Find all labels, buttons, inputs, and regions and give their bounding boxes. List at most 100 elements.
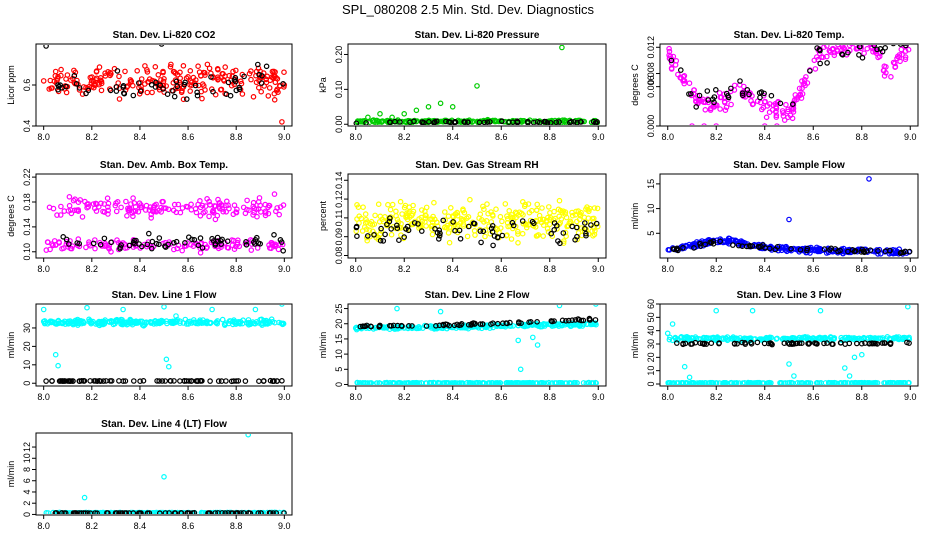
data-point: [821, 340, 827, 347]
data-point: [497, 213, 504, 220]
data-point: [359, 380, 366, 385]
data-point: [120, 84, 127, 91]
data-point: [156, 378, 163, 384]
data-point: [766, 380, 772, 385]
data-point: [902, 45, 908, 50]
y-axis-label: ml/min: [318, 332, 328, 359]
data-point: [270, 75, 277, 81]
data-point: [262, 210, 269, 216]
data-point: [215, 378, 222, 384]
data-point: [248, 76, 254, 83]
y-tick-label: 0: [22, 512, 32, 517]
data-point: [181, 377, 188, 384]
data-point: [238, 78, 244, 85]
data-point: [554, 226, 560, 232]
data-point: [190, 74, 197, 81]
data-point: [206, 213, 212, 220]
data-point: [474, 83, 480, 89]
data-point: [518, 320, 524, 327]
data-point: [279, 119, 285, 125]
data-point: [464, 119, 471, 125]
data-point: [780, 110, 786, 116]
panel-10: Stan. Dev. Line 4 (LT) Flow 8.0 8.2 8.4 8.6 8…: [6, 419, 293, 531]
x-tick-label: 8.8: [543, 392, 556, 402]
data-point: [805, 341, 812, 347]
data-point: [593, 305, 599, 307]
data-point: [744, 87, 751, 93]
data-point: [803, 380, 810, 385]
data-point: [506, 208, 513, 214]
data-point: [906, 334, 912, 341]
data-point: [851, 354, 858, 361]
data-point: [592, 317, 599, 323]
x-tick-label: 8.4: [446, 264, 459, 274]
data-point: [499, 218, 505, 225]
data-point: [137, 88, 144, 94]
data-point: [222, 510, 228, 514]
data-point: [47, 77, 54, 84]
data-point: [722, 335, 729, 342]
data-point: [416, 380, 423, 385]
data-point: [90, 240, 97, 247]
data-point: [92, 237, 98, 243]
data-point: [841, 365, 848, 371]
data-point: [887, 341, 894, 348]
data-point: [813, 54, 820, 60]
data-point: [900, 249, 907, 256]
data-point: [429, 216, 435, 223]
data-point: [194, 92, 201, 99]
data-point: [845, 49, 851, 56]
data-point: [55, 362, 61, 369]
y-tick-label: 8: [22, 467, 32, 472]
data-point: [213, 320, 220, 326]
data-point: [269, 68, 276, 75]
data-point: [239, 91, 246, 97]
data-point: [40, 318, 47, 325]
data-point: [494, 234, 501, 240]
data-point: [887, 247, 893, 254]
data-point: [774, 123, 780, 125]
y-tick-label: 0.012: [646, 36, 656, 59]
data-point: [480, 219, 487, 225]
data-point: [388, 323, 395, 329]
data-point: [368, 380, 375, 385]
figure-title: SPL_080208 2.5 Min. Std. Dev. Diagnostic…: [342, 2, 594, 17]
data-point: [465, 321, 472, 328]
data-point: [465, 214, 472, 220]
data-point: [79, 214, 86, 220]
data-point: [816, 380, 823, 385]
data-point: [783, 101, 789, 108]
data-point: [149, 238, 156, 245]
data-point: [702, 107, 709, 113]
x-tick-label: 8.0: [349, 132, 362, 142]
data-point: [785, 114, 791, 121]
data-point: [735, 242, 742, 249]
data-point: [112, 318, 119, 325]
data-point: [171, 246, 177, 253]
data-point: [394, 225, 401, 232]
x-tick-label: 8.6: [495, 264, 508, 274]
data-point: [852, 36, 856, 40]
data-point: [547, 210, 553, 216]
data-point: [98, 87, 105, 94]
data-point: [515, 212, 522, 218]
data-point: [710, 241, 717, 247]
data-point: [668, 380, 675, 385]
data-point: [447, 205, 454, 211]
data-point: [761, 340, 768, 347]
data-point: [540, 233, 547, 239]
data-point: [493, 206, 499, 213]
data-point: [66, 194, 73, 200]
data-point: [253, 206, 260, 213]
data-point: [824, 60, 830, 66]
data-point: [561, 117, 568, 124]
data-point: [834, 48, 841, 54]
data-point: [78, 377, 85, 384]
data-point: [507, 323, 514, 330]
data-point: [681, 78, 688, 84]
data-point: [519, 199, 526, 205]
data-point: [134, 68, 141, 74]
data-point: [444, 222, 451, 229]
data-point: [131, 378, 137, 384]
data-point: [180, 96, 187, 103]
